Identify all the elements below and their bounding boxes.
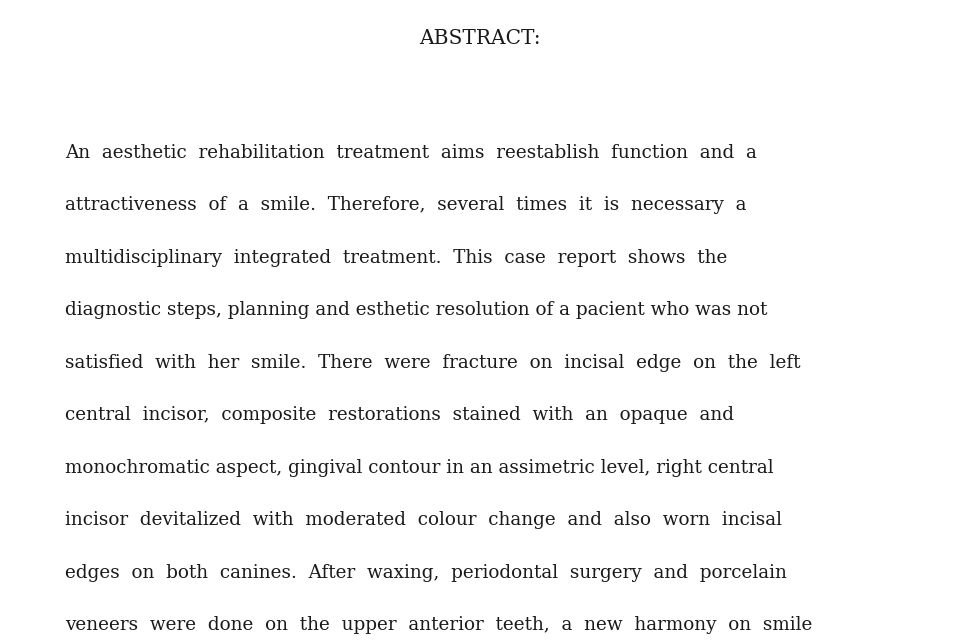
Text: central  incisor,  composite  restorations  stained  with  an  opaque  and: central incisor, composite restorations … [65,406,734,424]
Text: multidisciplinary  integrated  treatment.  This  case  report  shows  the: multidisciplinary integrated treatment. … [65,249,728,267]
Text: veneers  were  done  on  the  upper  anterior  teeth,  a  new  harmony  on  smil: veneers were done on the upper anterior … [65,616,813,634]
Text: ABSTRACT:: ABSTRACT: [420,29,540,48]
Text: diagnostic steps, planning and esthetic resolution of a pacient who was not: diagnostic steps, planning and esthetic … [65,301,768,319]
Text: attractiveness  of  a  smile.  Therefore,  several  times  it  is  necessary  a: attractiveness of a smile. Therefore, se… [65,196,747,214]
Text: incisor  devitalized  with  moderated  colour  change  and  also  worn  incisal: incisor devitalized with moderated colou… [65,511,782,529]
Text: An  aesthetic  rehabilitation  treatment  aims  reestablish  function  and  a: An aesthetic rehabilitation treatment ai… [65,144,757,162]
Text: satisfied  with  her  smile.  There  were  fracture  on  incisal  edge  on  the : satisfied with her smile. There were fra… [65,354,801,372]
Text: monochromatic aspect, gingival contour in an assimetric level, right central: monochromatic aspect, gingival contour i… [65,459,774,477]
Text: edges  on  both  canines.  After  waxing,  periodontal  surgery  and  porcelain: edges on both canines. After waxing, per… [65,564,787,582]
